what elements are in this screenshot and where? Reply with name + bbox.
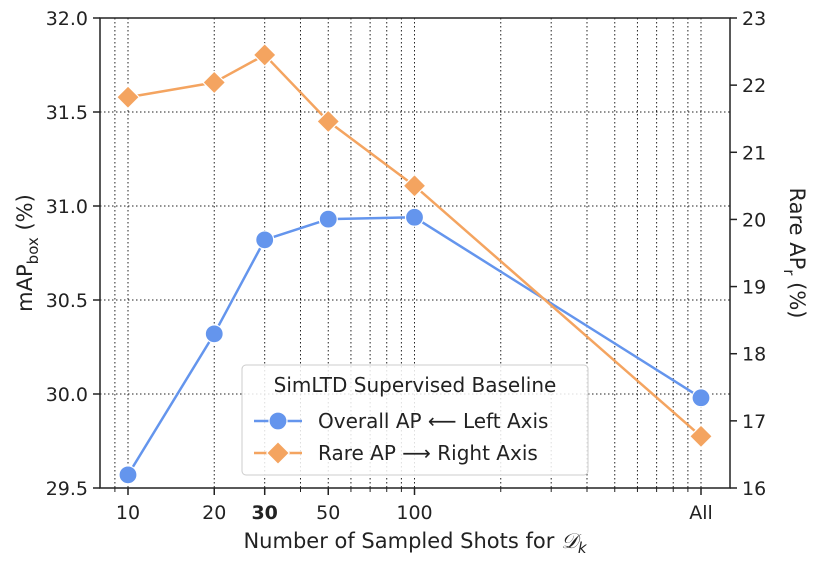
- x-tick-label: 30: [251, 502, 277, 524]
- x-tick-label: 20: [202, 502, 226, 524]
- data-point: [202, 70, 227, 95]
- axis-ticks: 10 20 30 50 100 All 29.5 30.0 30.5 31.0 31.5 32.0 16…: [46, 8, 767, 524]
- left-y-tick-label: 31.0: [46, 196, 88, 218]
- data-point: [688, 424, 714, 449]
- x-axis-label: Number of Sampled Shots for 𝒟k: [243, 529, 587, 557]
- right-y-tick-label: 16: [742, 478, 766, 500]
- legend-swatch-marker: [265, 440, 291, 466]
- data-point: [691, 388, 711, 408]
- right-y-axis-label-main: Rare AP: [785, 188, 809, 270]
- data-point: [318, 209, 338, 229]
- x-axis-label-text: Number of Sampled Shots for: [243, 529, 561, 553]
- data-point: [118, 465, 138, 485]
- right-y-tick-label: 18: [742, 344, 766, 366]
- data-point: [255, 230, 275, 250]
- left-y-axis-label: mAPbox (%): [13, 194, 42, 312]
- data-point: [204, 324, 224, 344]
- left-y-tick-label: 31.5: [46, 102, 88, 124]
- data-point: [115, 85, 141, 110]
- x-tick-label: All: [689, 502, 713, 524]
- legend-swatch-marker: [268, 411, 288, 431]
- left-y-tick-label: 30.0: [46, 384, 88, 406]
- right-y-axis-label: Rare APr (%): [780, 188, 809, 319]
- left-y-tick-label: 32.0: [46, 8, 88, 30]
- right-y-tick-label: 21: [742, 142, 766, 164]
- right-y-tick-label: 23: [742, 8, 766, 30]
- series-line: [127, 53, 702, 438]
- legend-entry: Overall AP ⟵ Left Axis: [254, 409, 548, 433]
- data-point: [252, 42, 277, 68]
- x-tick-label: 50: [316, 502, 340, 524]
- left-y-tick-label: 29.5: [46, 478, 88, 500]
- data-point: [316, 109, 341, 134]
- left-y-axis-label-main: mAP: [13, 264, 37, 312]
- x-tick-label: 100: [396, 502, 432, 524]
- right-y-tick-label: 20: [742, 209, 766, 231]
- legend-box: [241, 364, 589, 476]
- data-point: [402, 173, 427, 198]
- right-y-tick-label: 22: [742, 75, 766, 97]
- left-y-axis-label-unit: (%): [13, 194, 37, 237]
- right-y-axis-label-sub: r: [780, 269, 798, 276]
- right-y-axis-label-unit: (%): [785, 275, 809, 318]
- series-diamond: [115, 42, 714, 449]
- legend: SimLTD Supervised Baseline Overall AP ⟵ …: [241, 364, 589, 476]
- series-layer: [115, 42, 714, 485]
- right-y-tick-label: 17: [742, 411, 766, 433]
- right-y-tick-label: 19: [742, 277, 766, 299]
- legend-title: SimLTD Supervised Baseline: [274, 373, 557, 397]
- x-axis-label-symbol: 𝒟: [561, 529, 582, 553]
- x-axis-label-subscript: k: [578, 539, 588, 557]
- series-line: [126, 216, 702, 476]
- legend-label: Overall AP ⟵ Left Axis: [318, 409, 548, 433]
- legend-entries: Overall AP ⟵ Left Axis Rare AP ⟶ Right Ax…: [254, 409, 548, 466]
- left-y-tick-label: 30.5: [46, 290, 88, 312]
- legend-entry: Rare AP ⟶ Right Axis: [254, 440, 538, 466]
- left-y-axis-label-sub: box: [24, 237, 42, 264]
- data-point: [404, 207, 425, 227]
- x-tick-label: 10: [116, 502, 140, 524]
- legend-label: Rare AP ⟶ Right Axis: [318, 441, 538, 465]
- series-circle: [118, 207, 711, 485]
